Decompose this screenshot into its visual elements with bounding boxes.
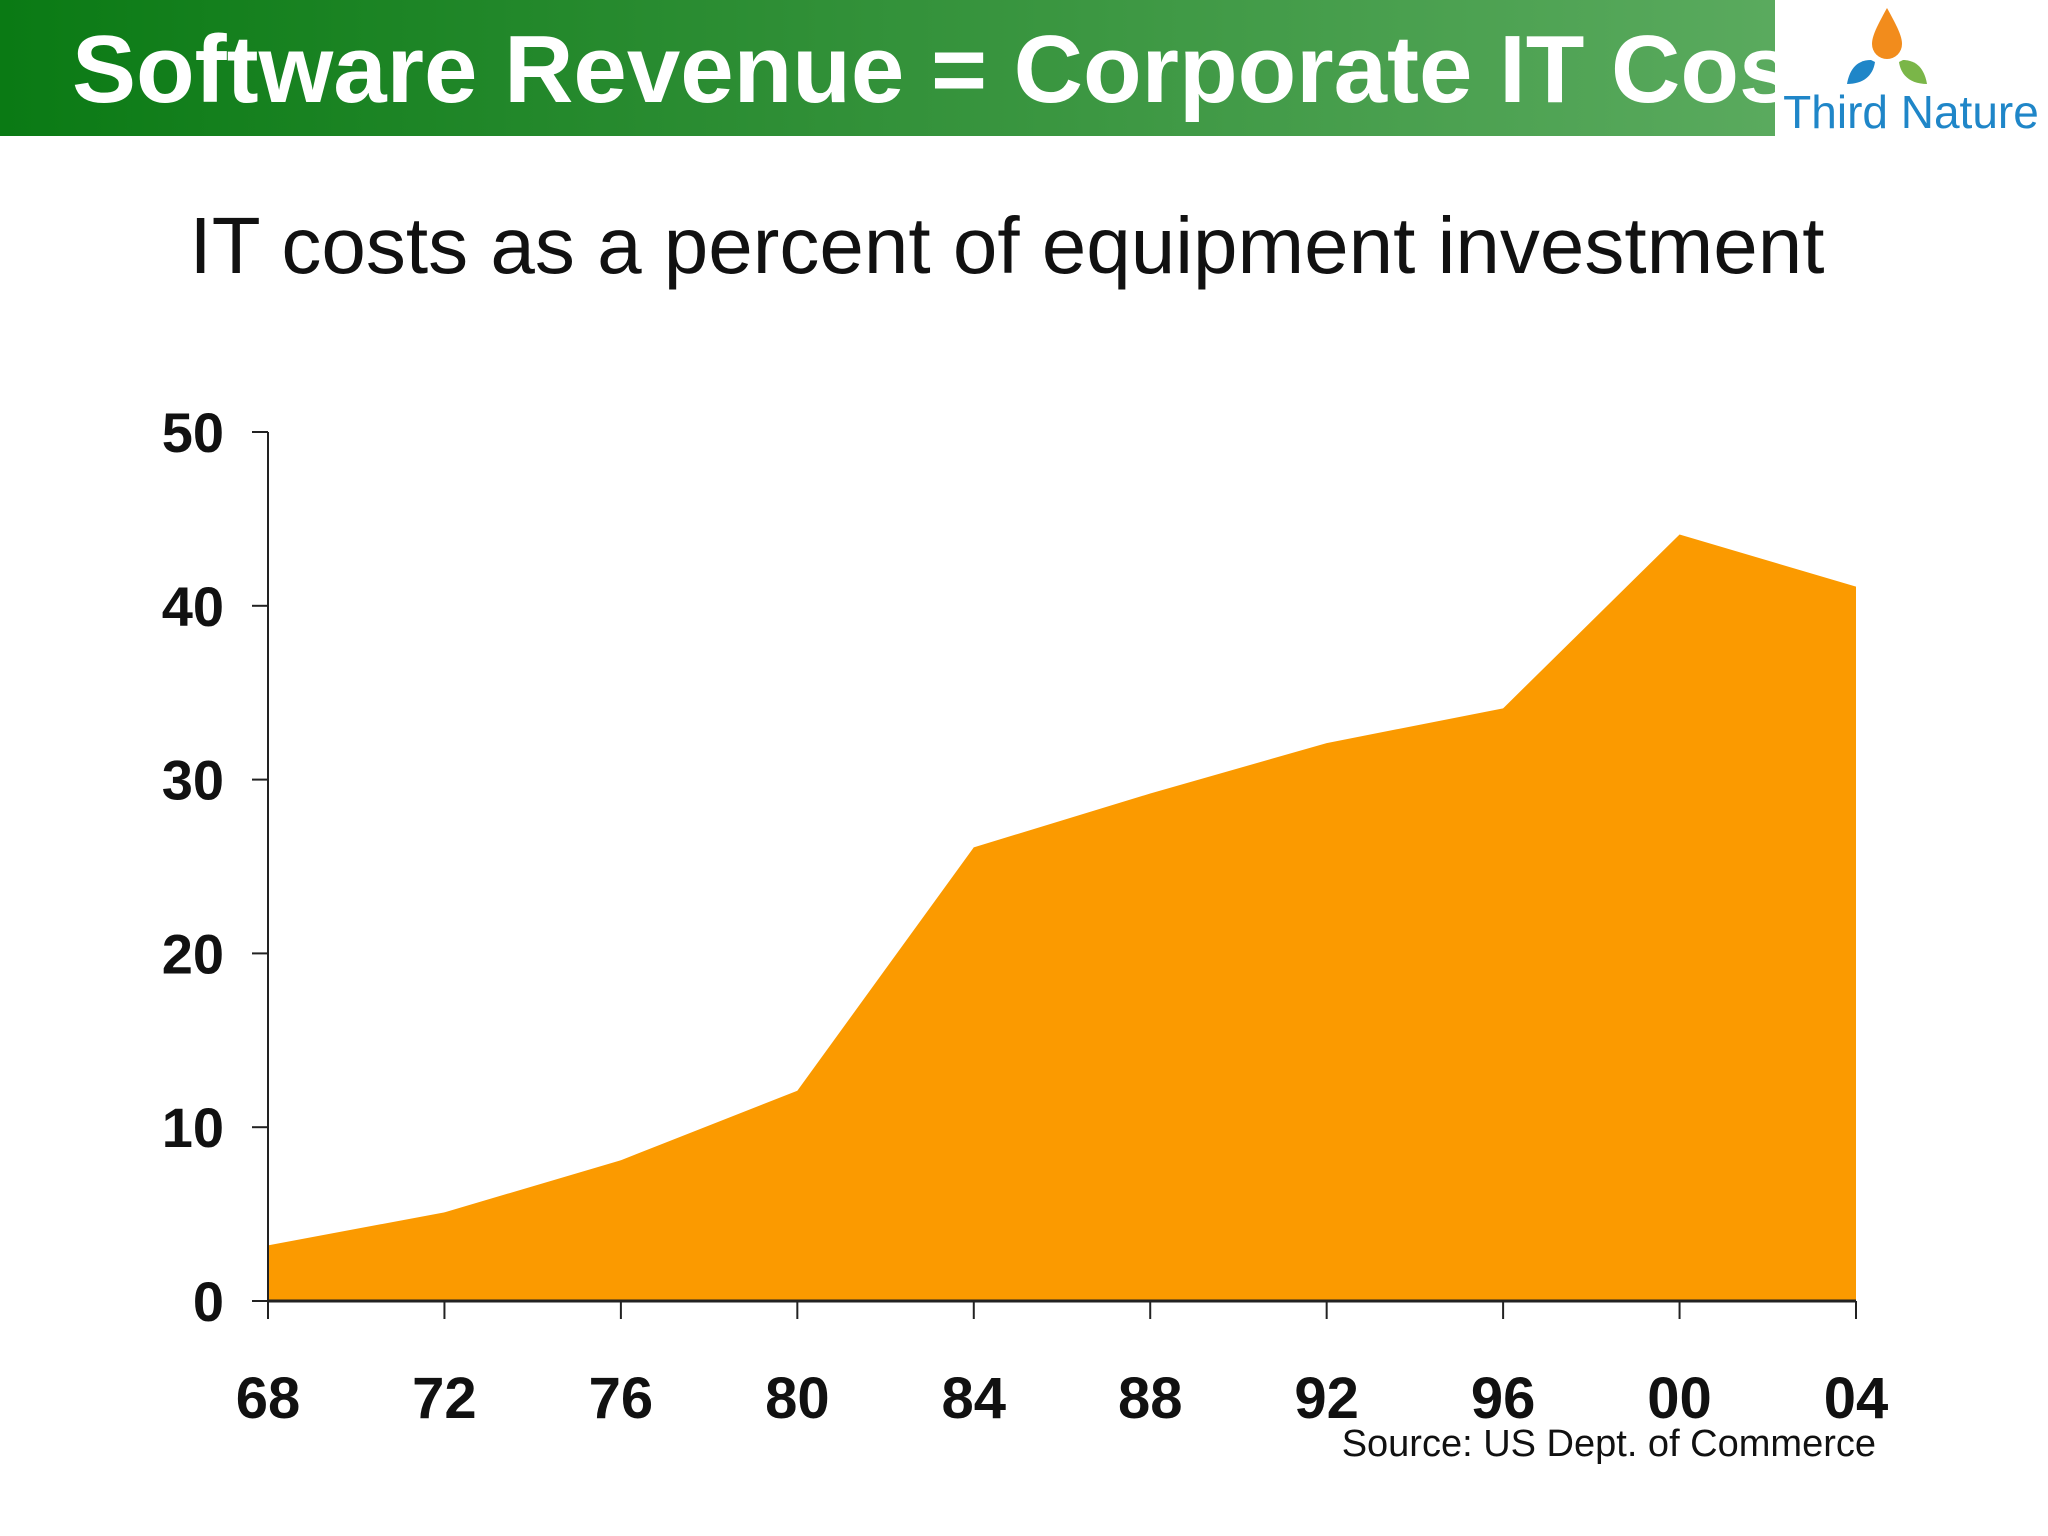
- title-banner: Software Revenue = Corporate IT Cost: [0, 0, 1824, 136]
- axes-layer: [267, 432, 1856, 1303]
- x-tick-label: 80: [765, 1366, 830, 1431]
- x-tick-label: 00: [1647, 1366, 1712, 1431]
- x-tick-label: 04: [1824, 1366, 1889, 1431]
- x-tick-label: 68: [236, 1366, 301, 1431]
- logo-leaf-icon: [1899, 60, 1927, 84]
- logo-leaf-icon: [1847, 60, 1875, 84]
- source-note: Source: US Dept. of Commerce: [1342, 1423, 1876, 1465]
- x-tick-label: 92: [1294, 1366, 1359, 1431]
- slide-title: Software Revenue = Corporate IT Cost: [72, 16, 1825, 123]
- y-tick-label: 30: [162, 749, 224, 812]
- y-tick-label: 0: [193, 1270, 224, 1333]
- y-tick-label: 50: [162, 401, 224, 464]
- x-tick-label: 88: [1118, 1366, 1183, 1431]
- y-tick-label: 40: [162, 575, 224, 638]
- third-nature-logo: Third Nature: [1783, 8, 2039, 138]
- y-axis-ticks: 0 10 20 30 40 50: [162, 401, 268, 1333]
- x-axis-ticks: 68 72 76 80 84 88 92 96 00 04: [236, 1301, 1889, 1431]
- area-layer: [267, 534, 1857, 1301]
- x-tick-label: 72: [412, 1366, 477, 1431]
- logo-text: Third Nature: [1783, 86, 2039, 138]
- x-tick-label: 84: [942, 1366, 1007, 1431]
- x-tick-label: 76: [589, 1366, 654, 1431]
- y-tick-label: 20: [162, 922, 224, 985]
- area-series: [268, 534, 1856, 1301]
- x-tick-label: 96: [1471, 1366, 1536, 1431]
- y-tick-label: 10: [162, 1096, 224, 1159]
- chart-title: IT costs as a percent of equipment inves…: [190, 201, 1825, 290]
- logo-drop-icon: [1872, 8, 1902, 59]
